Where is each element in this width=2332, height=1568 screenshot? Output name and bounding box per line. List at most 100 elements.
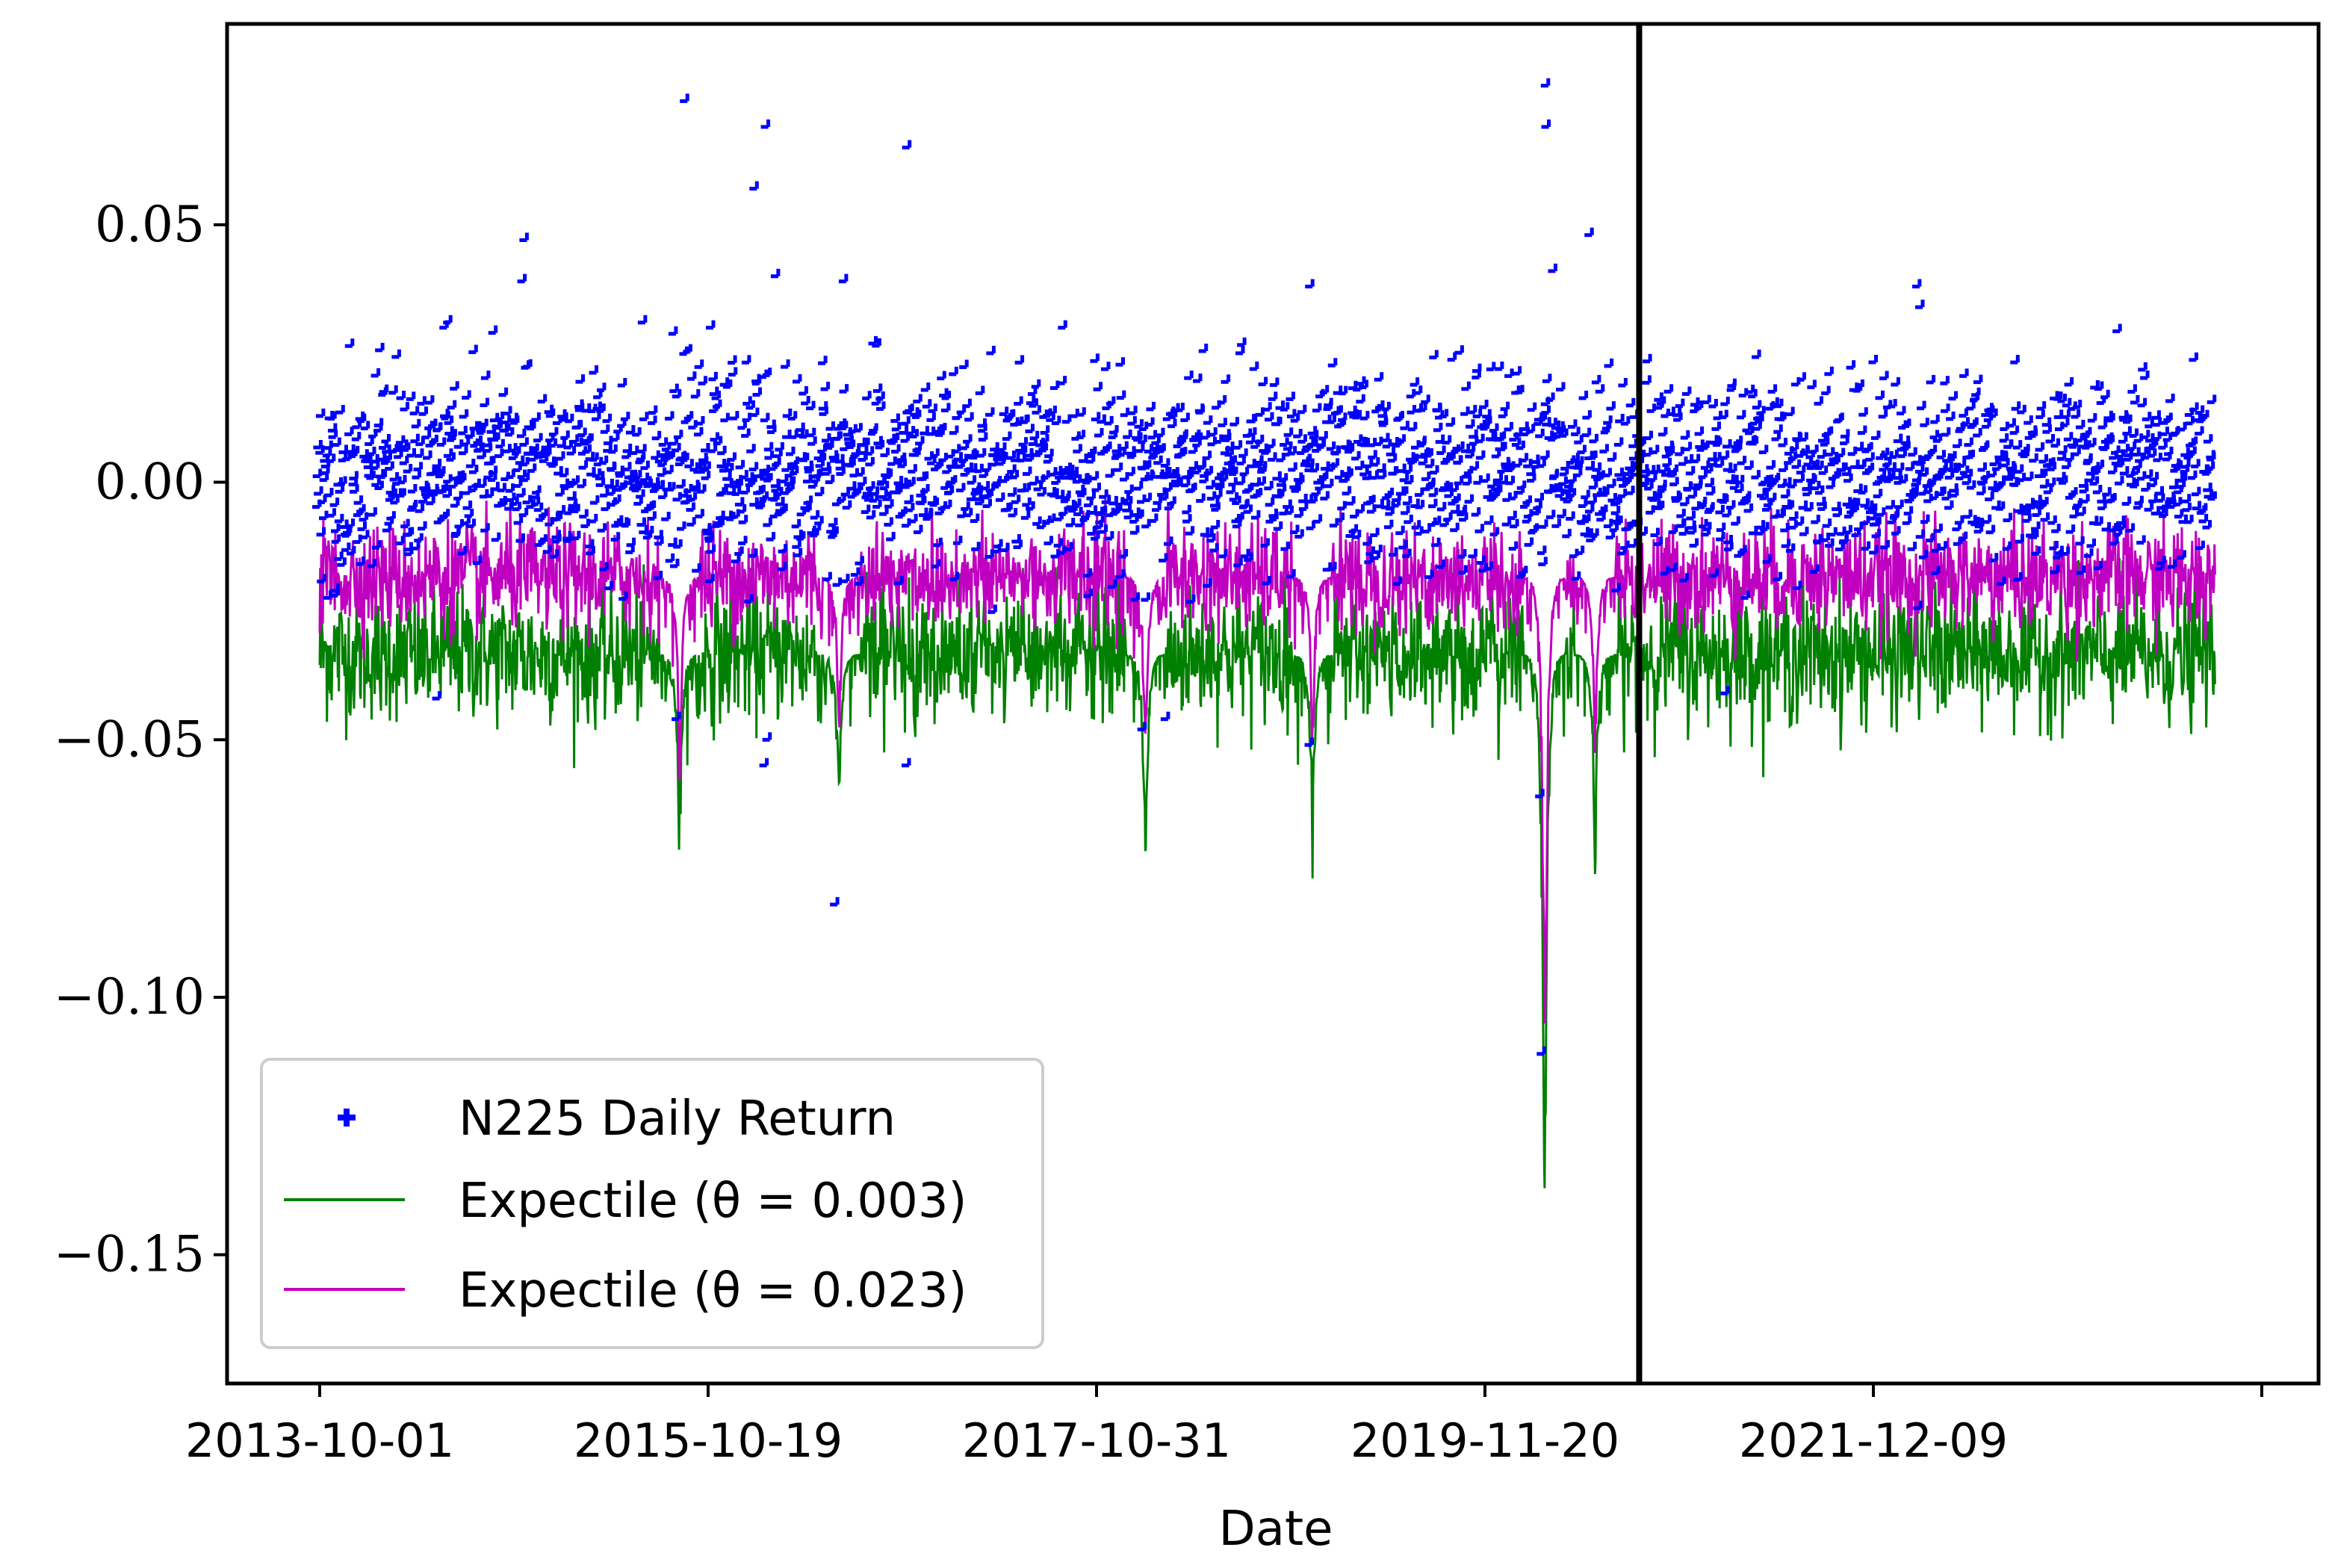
daily-return-point: [654, 536, 664, 546]
daily-return-point: [760, 412, 770, 423]
daily-return-point: [491, 432, 500, 442]
daily-return-point: [1055, 489, 1065, 500]
daily-return-point: [825, 440, 834, 450]
daily-return-point: [1073, 506, 1083, 516]
daily-return-point: [548, 438, 558, 448]
daily-return-point: [825, 421, 835, 431]
daily-return-point: [397, 488, 406, 498]
daily-return-point: [786, 476, 796, 486]
daily-return-point: [586, 545, 595, 556]
daily-return-point: [686, 371, 697, 381]
daily-return-point: [825, 474, 835, 484]
daily-return-point: [941, 391, 952, 400]
daily-return-point: [566, 446, 577, 456]
daily-return-point: [670, 558, 680, 568]
daily-return-point: [868, 335, 878, 346]
daily-return-point: [314, 486, 323, 496]
daily-return-point: [792, 539, 801, 549]
daily-return-point: [917, 495, 927, 506]
daily-return-point: [777, 562, 787, 571]
daily-return-point: [442, 488, 452, 498]
daily-return-point: [404, 527, 415, 536]
daily-return-point: [905, 403, 914, 413]
daily-return-point: [626, 537, 636, 548]
daily-return-point: [684, 459, 694, 468]
daily-return-point: [876, 401, 886, 411]
daily-return-point: [388, 385, 398, 395]
daily-return-point: [838, 421, 849, 430]
daily-return-point: [818, 356, 828, 365]
daily-return-point: [676, 479, 686, 489]
daily-return-point: [533, 502, 544, 512]
daily-return-point: [395, 536, 405, 545]
daily-return-point: [804, 464, 814, 474]
daily-return-point: [490, 481, 500, 492]
daily-return-point: [532, 485, 542, 495]
daily-return-point: [828, 518, 838, 527]
daily-return-point: [1007, 464, 1017, 474]
daily-return-point: [414, 533, 424, 543]
daily-return-point: [332, 437, 341, 447]
daily-return-point: [438, 483, 449, 493]
daily-return-point: [1031, 379, 1041, 389]
daily-return-point: [436, 466, 446, 476]
daily-return-point: [520, 456, 530, 467]
x-tick-label: 2017-10-31: [962, 1413, 1231, 1468]
daily-return-point: [829, 526, 839, 536]
daily-return-point: [313, 440, 323, 450]
daily-return-series: [312, 78, 2217, 1056]
daily-return-point: [589, 495, 600, 505]
daily-return-point: [886, 532, 896, 542]
daily-return-point: [931, 559, 941, 568]
daily-return-point: [763, 517, 772, 527]
daily-return-point: [357, 521, 367, 531]
daily-return-point: [512, 501, 522, 512]
daily-return-point: [385, 461, 394, 471]
daily-return-point: [400, 442, 411, 452]
daily-return-point: [956, 483, 966, 492]
daily-return-point: [319, 510, 329, 521]
daily-return-point: [709, 386, 719, 397]
daily-return-point: [585, 539, 595, 549]
daily-return-point: [647, 511, 657, 521]
daily-return-point: [552, 533, 562, 544]
daily-return-point: [459, 445, 468, 456]
daily-return-point: [356, 413, 367, 424]
daily-return-point: [975, 385, 985, 395]
daily-return-point: [766, 532, 776, 542]
daily-return-point: [963, 507, 973, 518]
daily-return-point: [391, 349, 401, 359]
daily-return-point: [410, 433, 420, 444]
daily-return-point: [865, 456, 875, 467]
daily-return-point: [344, 427, 354, 436]
daily-return-point: [337, 557, 347, 567]
daily-return-point: [964, 412, 974, 422]
daily-return-point: [462, 390, 471, 400]
daily-return-point: [446, 452, 456, 462]
daily-return-point: [683, 344, 692, 354]
daily-return-point: [549, 549, 559, 559]
daily-return-point: [386, 511, 396, 521]
daily-return-point: [986, 345, 996, 356]
daily-return-point: [432, 459, 442, 468]
daily-return-point: [370, 368, 381, 378]
daily-return-point: [468, 344, 478, 354]
daily-return-point: [1047, 406, 1057, 415]
daily-return-point: [796, 531, 806, 541]
daily-return-point: [465, 459, 476, 468]
daily-return-point: [664, 465, 674, 474]
daily-return-point: [1022, 497, 1032, 507]
daily-return-point: [791, 518, 801, 529]
daily-return-point: [716, 510, 725, 521]
daily-return-point: [620, 412, 630, 421]
daily-return-point: [701, 443, 710, 453]
daily-return-point: [717, 445, 727, 456]
daily-return-point: [985, 407, 995, 417]
daily-return-point: [577, 427, 587, 437]
daily-return-point: [458, 426, 468, 436]
daily-return-point: [571, 530, 581, 541]
daily-return-point: [356, 503, 366, 514]
daily-return-point: [655, 480, 665, 489]
daily-return-point: [556, 505, 566, 515]
daily-return-point: [706, 320, 716, 330]
